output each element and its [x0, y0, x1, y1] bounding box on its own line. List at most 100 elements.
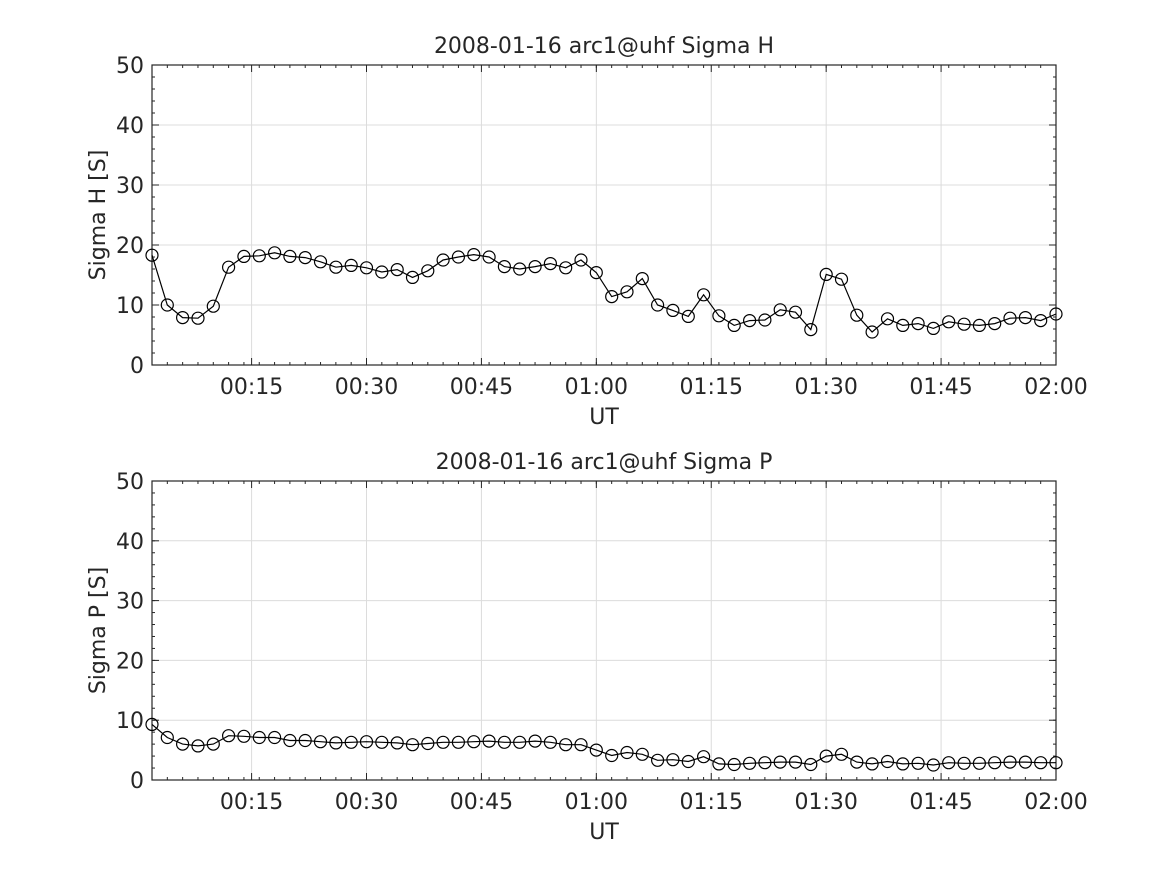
- sigma-h-x-tick-label: 02:00: [1024, 375, 1087, 400]
- sigma-p-data-point: [681, 754, 695, 769]
- sigma-h-data-point: [819, 267, 833, 281]
- sigma-p-data-point: [758, 756, 772, 770]
- sigma-h-data-point: [681, 309, 695, 323]
- sigma-h-data-point: [804, 323, 818, 337]
- sigma-p-x-tick-label: 00:15: [220, 790, 283, 815]
- sigma-p-data-point: [1049, 756, 1063, 770]
- sigma-p-x-axis-label: UT: [589, 820, 619, 845]
- sigma-h-data-point: [191, 311, 205, 325]
- sigma-p-data-point: [574, 738, 588, 752]
- sigma-h-y-tick-label: 40: [116, 114, 144, 139]
- sigma-h-data-point: [957, 317, 971, 331]
- sigma-p-data-point: [834, 747, 849, 761]
- sigma-h-x-tick-label: 01:30: [794, 375, 857, 400]
- sigma-h-data-point: [850, 308, 864, 322]
- sigma-p-data-point: [298, 733, 312, 748]
- sigma-h-x-tick-label: 00:45: [450, 375, 513, 400]
- sigma-p-axes-frame: [151, 480, 1057, 781]
- sigma-p-data-point: [620, 745, 634, 760]
- sigma-p-data-point: [1018, 755, 1033, 769]
- sigma-h-data-point: [1049, 307, 1063, 321]
- sigma-h-data-point: [451, 250, 465, 264]
- sigma-h-chart-title: 2008-01-16 arc1@uhf Sigma H: [434, 34, 774, 59]
- sigma-p-data-point: [191, 739, 205, 753]
- sigma-h-data-point: [528, 260, 542, 274]
- sigma-h-x-axis-label: UT: [589, 405, 619, 430]
- sigma-h-data-point: [635, 272, 649, 286]
- sigma-h-y-axis-label: Sigma H [S]: [86, 150, 111, 281]
- sigma-h-data-point: [176, 311, 190, 325]
- sigma-p-y-tick-label: 20: [116, 649, 144, 674]
- sigma-h-data-point: [666, 303, 680, 317]
- sigma-h-data-point: [513, 262, 527, 276]
- sigma-p-y-tick-label: 0: [130, 769, 144, 794]
- sigma-h-x-tick-label: 00:15: [220, 375, 283, 400]
- sigma-p-data-point: [513, 735, 527, 749]
- sigma-p-data-point: [497, 735, 511, 749]
- sigma-h-data-point: [436, 253, 450, 267]
- sigma-h-data-point: [222, 260, 236, 274]
- sigma-h-data-point: [313, 255, 328, 269]
- sigma-p-data-point: [222, 729, 236, 743]
- sigma-p-data-point: [482, 734, 496, 748]
- sigma-p-y-tick-label: 30: [116, 590, 144, 615]
- sigma-h-axes-frame: [151, 64, 1057, 366]
- sigma-h-data-point: [942, 315, 956, 329]
- sigma-h-data-point: [896, 318, 910, 332]
- sigma-h-y-tick-label: 30: [116, 174, 144, 199]
- sigma-p-data-point: [742, 756, 757, 770]
- sigma-h-data-point: [268, 246, 282, 260]
- sigma-p-data-point: [926, 758, 941, 772]
- sigma-p-data-point: [819, 749, 833, 763]
- sigma-h-data-point: [926, 321, 941, 335]
- sigma-h-data-point: [788, 305, 803, 319]
- sigma-h-x-tick-label: 00:30: [335, 375, 398, 400]
- sigma-p-data-point: [605, 748, 619, 763]
- sigma-p-data-point: [865, 757, 879, 771]
- sigma-p-data-point: [206, 737, 220, 751]
- sigma-p-y-tick-label: 50: [116, 470, 144, 495]
- sigma-h-data-point: [375, 265, 389, 279]
- sigma-h-y-tick-label: 50: [116, 54, 144, 79]
- sigma-h-data-point: [650, 298, 665, 312]
- sigma-p-data-point: [635, 747, 649, 761]
- sigma-p-data-point: [237, 729, 251, 743]
- sigma-p-x-tick-label: 01:30: [794, 790, 857, 815]
- sigma-p-data-point: [880, 754, 895, 769]
- sigma-h-data-point: [574, 253, 588, 267]
- sigma-p-data-point: [911, 756, 925, 770]
- sigma-p-data-point: [727, 757, 741, 772]
- sigma-h-data-point: [834, 272, 849, 286]
- sigma-h-data-point: [252, 249, 266, 263]
- sigma-p-chart-title: 2008-01-16 arc1@uhf Sigma P: [436, 450, 773, 475]
- sigma-p-data-point: [589, 743, 603, 757]
- sigma-p-data-point: [712, 757, 726, 771]
- sigma-p-data-point: [390, 736, 404, 750]
- sigma-p-data-point: [467, 735, 481, 749]
- sigma-h-data-point: [145, 248, 159, 262]
- sigma-p-data-point: [543, 735, 558, 749]
- sigma-h-data-point: [344, 258, 358, 272]
- sigma-h-y-tick-label: 20: [116, 234, 144, 259]
- sigma-p-data-point: [804, 757, 818, 772]
- sigma-p-series-line: [151, 723, 1056, 766]
- sigma-h-data-point: [237, 249, 251, 263]
- sigma-p-data-point: [988, 756, 1002, 770]
- sigma-h-data-point: [773, 303, 787, 317]
- sigma-h-data-point: [1003, 311, 1017, 325]
- sigma-p-data-point: [421, 736, 435, 751]
- sigma-p-x-tick-label: 00:30: [335, 790, 398, 815]
- sigma-p-data-point: [359, 735, 374, 749]
- sigma-h-data-point: [605, 290, 619, 304]
- sigma-h-data-point: [589, 266, 603, 280]
- sigma-p-data-point: [696, 750, 711, 764]
- sigma-h-data-point: [758, 313, 772, 327]
- sigma-p-data-point: [283, 733, 297, 748]
- sigma-p-data-point: [896, 757, 910, 771]
- sigma-p-data-point: [313, 735, 328, 749]
- sigma-h-data-point: [298, 251, 312, 265]
- sigma-h-data-point: [880, 312, 895, 326]
- sigma-h-x-tick-label: 01:00: [565, 375, 628, 400]
- sigma-p-x-tick-label: 00:45: [450, 790, 513, 815]
- sigma-p-data-point: [160, 730, 174, 745]
